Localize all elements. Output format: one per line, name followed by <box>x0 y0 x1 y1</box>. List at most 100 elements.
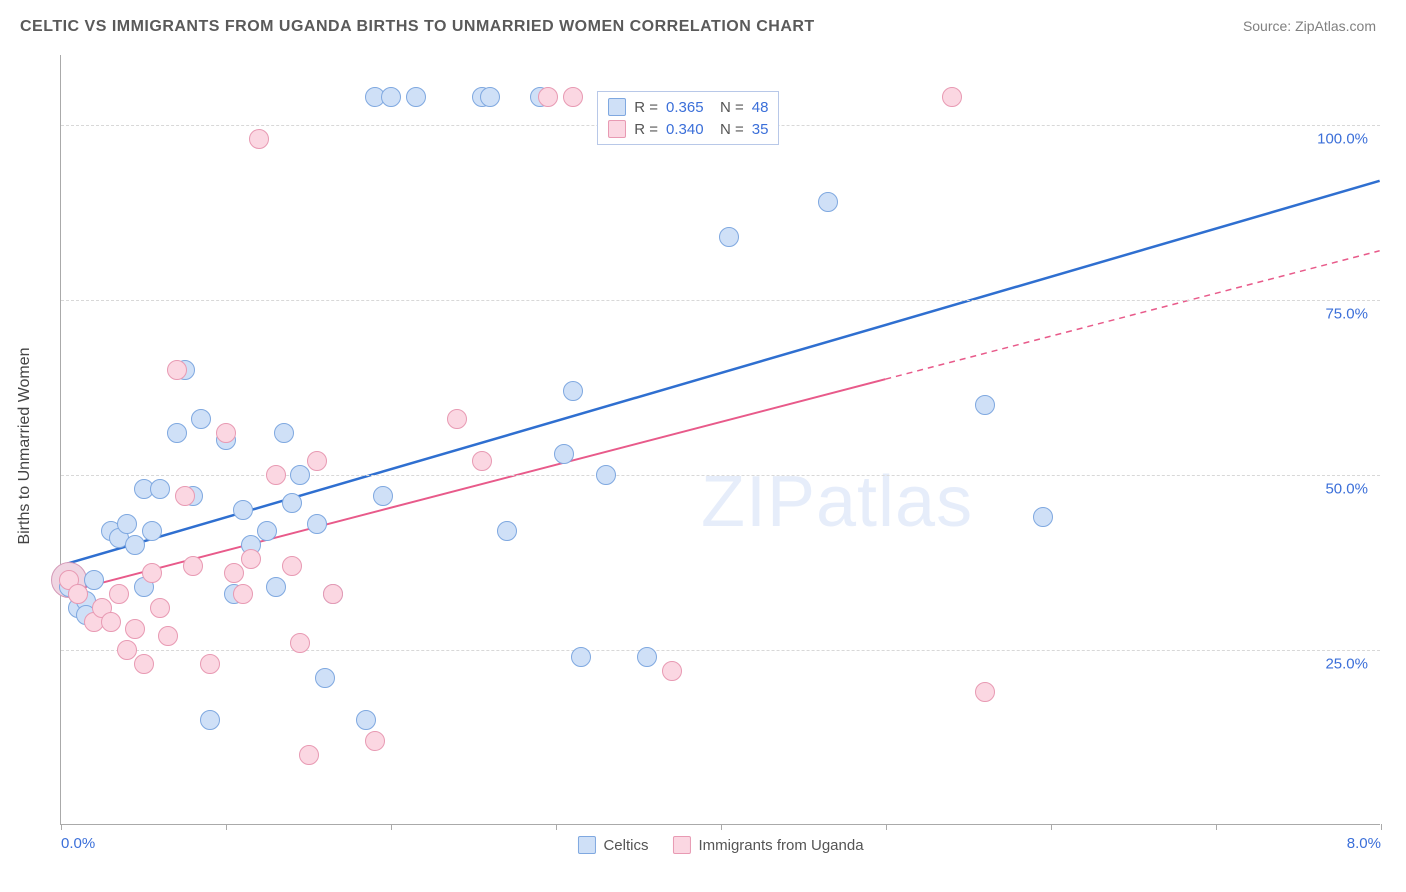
legend-r-value: 0.365 <box>666 99 712 116</box>
scatter-marker <box>125 535 145 555</box>
scatter-marker <box>290 465 310 485</box>
y-tick-label: 100.0% <box>1317 131 1368 148</box>
scatter-marker <box>101 612 121 632</box>
scatter-marker <box>554 444 574 464</box>
legend-r-label: R = <box>634 99 658 116</box>
scatter-marker <box>406 87 426 107</box>
scatter-marker <box>125 619 145 639</box>
scatter-marker <box>191 409 211 429</box>
legend-swatch <box>577 836 595 854</box>
scatter-marker <box>200 710 220 730</box>
x-tick <box>886 824 887 830</box>
y-tick-label: 75.0% <box>1325 306 1368 323</box>
scatter-marker <box>233 584 253 604</box>
scatter-marker <box>563 381 583 401</box>
scatter-marker <box>497 521 517 541</box>
x-tick <box>1051 824 1052 830</box>
scatter-marker <box>109 584 129 604</box>
scatter-marker <box>274 423 294 443</box>
scatter-marker <box>134 654 154 674</box>
x-tick-label: 0.0% <box>61 835 95 852</box>
scatter-marker <box>290 633 310 653</box>
source-credit: Source: ZipAtlas.com <box>1243 18 1376 34</box>
legend-item: Celtics <box>577 836 648 854</box>
y-axis-label: Births to Unmarried Women <box>16 347 34 544</box>
scatter-marker <box>563 87 583 107</box>
scatter-marker <box>158 626 178 646</box>
legend-row: R =0.340N =35 <box>608 118 768 140</box>
scatter-marker <box>142 563 162 583</box>
scatter-marker <box>538 87 558 107</box>
scatter-marker <box>183 556 203 576</box>
x-tick <box>721 824 722 830</box>
legend-r-label: R = <box>634 121 658 138</box>
scatter-marker <box>68 584 88 604</box>
scatter-marker <box>818 192 838 212</box>
scatter-marker <box>150 479 170 499</box>
scatter-marker <box>365 731 385 751</box>
scatter-marker <box>233 500 253 520</box>
gridline <box>61 650 1380 651</box>
gridline <box>61 300 1380 301</box>
scatter-marker <box>596 465 616 485</box>
y-tick-label: 25.0% <box>1325 656 1368 673</box>
scatter-marker <box>571 647 591 667</box>
source-label: Source: <box>1243 18 1291 34</box>
legend-label: Celtics <box>603 837 648 854</box>
scatter-marker <box>719 227 739 247</box>
scatter-marker <box>975 682 995 702</box>
scatter-marker <box>142 521 162 541</box>
trend-line-dashed <box>885 251 1379 379</box>
legend-swatch <box>672 836 690 854</box>
x-tick <box>1381 824 1382 830</box>
scatter-marker <box>117 514 137 534</box>
scatter-marker <box>282 556 302 576</box>
trend-lines-svg <box>61 55 1380 824</box>
legend-n-value: 35 <box>752 121 769 138</box>
scatter-marker <box>117 640 137 660</box>
source-value: ZipAtlas.com <box>1295 18 1376 34</box>
scatter-marker <box>175 486 195 506</box>
scatter-marker <box>249 129 269 149</box>
scatter-marker <box>381 87 401 107</box>
scatter-marker <box>637 647 657 667</box>
x-tick <box>1216 824 1217 830</box>
scatter-marker <box>84 570 104 590</box>
scatter-marker <box>167 423 187 443</box>
scatter-marker <box>224 563 244 583</box>
legend-correlation: R =0.365N =48R =0.340N =35 <box>597 91 779 145</box>
legend-item: Immigrants from Uganda <box>672 836 863 854</box>
chart-title: CELTIC VS IMMIGRANTS FROM UGANDA BIRTHS … <box>20 18 815 36</box>
scatter-marker <box>299 745 319 765</box>
scatter-marker <box>373 486 393 506</box>
scatter-marker <box>447 409 467 429</box>
y-tick-label: 50.0% <box>1325 481 1368 498</box>
scatter-marker <box>307 514 327 534</box>
legend-row: R =0.365N =48 <box>608 96 768 118</box>
scatter-marker <box>266 577 286 597</box>
x-tick <box>556 824 557 830</box>
scatter-marker <box>662 661 682 681</box>
scatter-marker <box>257 521 277 541</box>
scatter-marker <box>200 654 220 674</box>
scatter-marker <box>942 87 962 107</box>
legend-swatch <box>608 98 626 116</box>
scatter-marker <box>241 549 261 569</box>
x-tick-label: 8.0% <box>1347 835 1381 852</box>
legend-series: Celtics Immigrants from Uganda <box>577 836 863 854</box>
legend-swatch <box>608 120 626 138</box>
scatter-marker <box>356 710 376 730</box>
scatter-marker <box>472 451 492 471</box>
x-tick <box>226 824 227 830</box>
plot-area: ZIPatlas 25.0%50.0%75.0%100.0%0.0%8.0%R … <box>60 55 1380 825</box>
scatter-marker <box>315 668 335 688</box>
scatter-marker <box>282 493 302 513</box>
scatter-marker <box>323 584 343 604</box>
scatter-marker <box>266 465 286 485</box>
scatter-marker <box>1033 507 1053 527</box>
legend-n-label: N = <box>720 121 744 138</box>
scatter-marker <box>167 360 187 380</box>
legend-n-label: N = <box>720 99 744 116</box>
gridline <box>61 475 1380 476</box>
legend-label: Immigrants from Uganda <box>698 837 863 854</box>
